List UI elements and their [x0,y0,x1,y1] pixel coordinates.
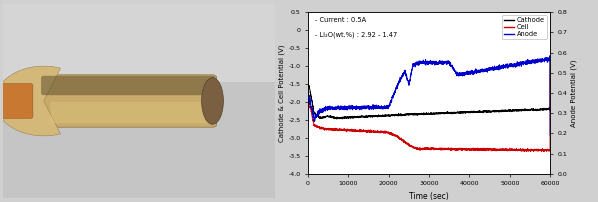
Anode [408,70,415,73]
Cell [406,145,413,147]
Cell [539,149,547,152]
Cell [547,68,554,71]
Cell [480,149,487,151]
Anode [546,55,553,57]
Line: Cell: Cell [308,70,550,152]
Text: - Li₂O(wt.%) : 2.92 - 1.47: - Li₂O(wt.%) : 2.92 - 1.47 [315,32,398,38]
Cathode [480,110,487,113]
Cathode [539,108,547,111]
Cathode [547,55,554,57]
FancyBboxPatch shape [0,84,33,118]
FancyBboxPatch shape [41,76,215,95]
Anode [547,134,554,137]
Y-axis label: Anode Potential (V): Anode Potential (V) [570,59,577,127]
Anode [406,80,413,83]
Cell [538,150,545,153]
Text: - Current : 0.5A: - Current : 0.5A [315,17,367,23]
Cathode [408,114,415,116]
FancyBboxPatch shape [51,102,211,123]
Anode [480,70,487,73]
Anode [304,122,312,124]
Legend: Cathode, Cell, Anode: Cathode, Cell, Anode [502,16,547,39]
Cell [419,148,426,150]
Cathode [304,66,312,68]
Cathode [333,118,340,120]
FancyBboxPatch shape [39,75,216,127]
Cell [304,77,312,80]
Cell [408,145,415,147]
Line: Anode: Anode [308,56,550,135]
Cathode [527,108,534,111]
Anode [527,62,534,64]
Y-axis label: Cathode & Cell Potential (V): Cathode & Cell Potential (V) [279,44,285,142]
Anode [419,60,426,63]
Wedge shape [0,66,60,136]
Bar [3,4,275,82]
X-axis label: Time (sec): Time (sec) [409,192,449,201]
Cathode [420,112,427,115]
Cell [527,150,534,153]
Ellipse shape [202,78,224,124]
Cathode [406,113,413,116]
Line: Cathode: Cathode [308,56,550,119]
Anode [539,60,547,62]
